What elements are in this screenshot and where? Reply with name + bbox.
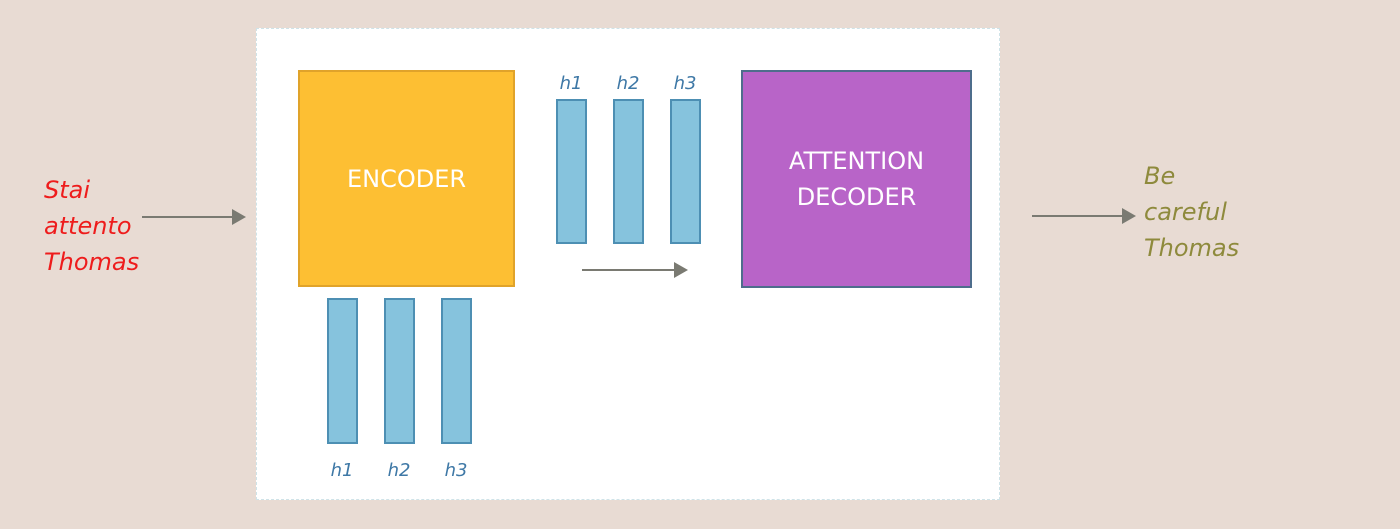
output-sentence: Be careful Thomas [1144, 162, 1240, 262]
decoder-state-bar-3 [670, 99, 701, 244]
decoder-state-bar-1 [556, 99, 587, 244]
encoder-state-bar-1 [327, 298, 358, 444]
decoder-label: ATTENTION DECODER [788, 147, 925, 211]
attention-decoder-block: ATTENTION DECODER [741, 70, 972, 288]
encoder-label: ENCODER [346, 164, 467, 193]
encoder-state-label-3: h3 [444, 460, 468, 481]
decoder-state-bar-2 [613, 99, 644, 244]
encoder-state-label-2: h2 [387, 460, 411, 481]
input-sentence: Stai attento Thomas [44, 176, 140, 276]
encoder-state-label-1: h1 [330, 460, 354, 481]
encoder-block: ENCODER [298, 70, 515, 287]
decoder-state-label-2: h2 [616, 73, 640, 94]
states-to-decoder-arrow [582, 262, 688, 278]
decoder-state-label-3: h3 [673, 73, 697, 94]
encoder-state-bar-2 [384, 298, 415, 444]
output-arrow [1032, 208, 1136, 224]
decoder-state-label-1: h1 [559, 73, 583, 94]
input-arrow [142, 209, 246, 225]
encoder-state-bar-3 [441, 298, 472, 444]
